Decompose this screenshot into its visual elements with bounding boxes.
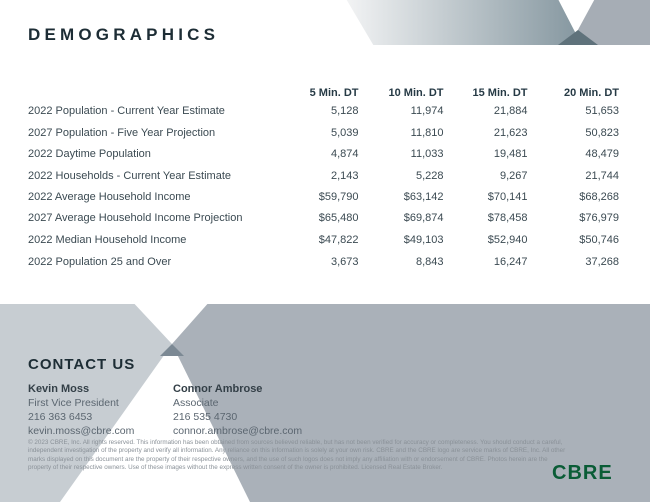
svg-text:CBRE: CBRE	[552, 462, 613, 484]
